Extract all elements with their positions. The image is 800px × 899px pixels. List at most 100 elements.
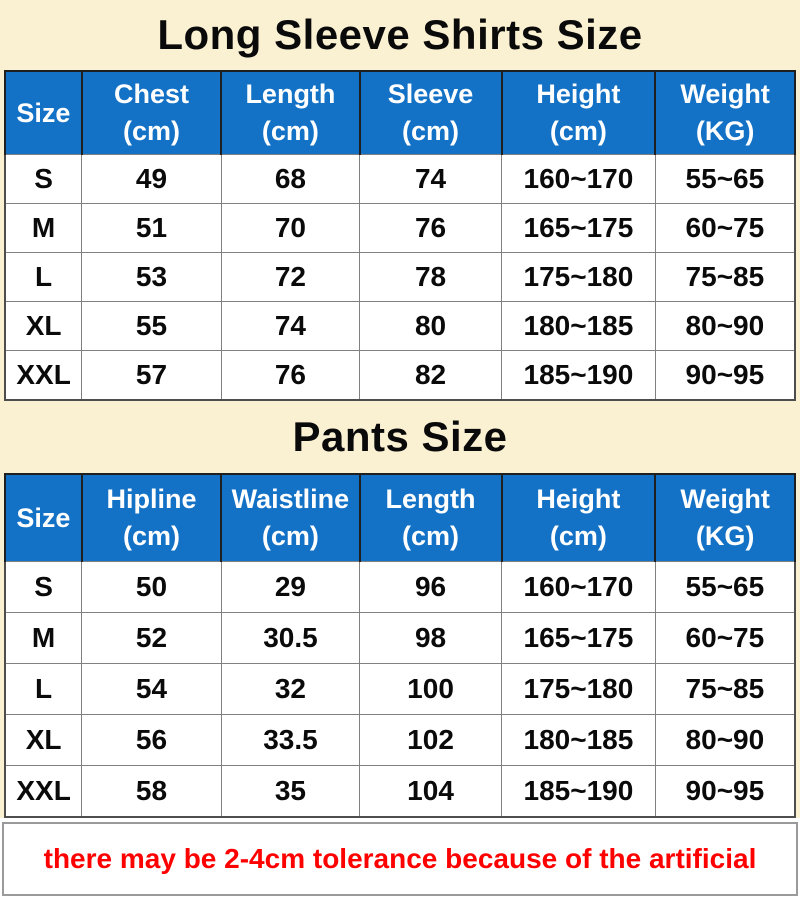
header-label: Weight (680, 484, 770, 514)
header-cell: Length (cm) (358, 473, 503, 562)
size-cell: M (4, 203, 83, 253)
value-cell: 32 (220, 663, 361, 715)
tolerance-note-text: there may be 2-4cm tolerance because of … (43, 843, 757, 874)
header-unit: (cm) (123, 521, 181, 551)
value-cell: 98 (359, 612, 503, 664)
value-cell: 76 (220, 350, 361, 401)
header-label: Waistline (231, 484, 350, 514)
value-cell: 75~85 (654, 663, 796, 715)
header-unit: (cm) (261, 116, 319, 146)
header-unit: (cm) (261, 521, 319, 551)
value-cell: 72 (220, 252, 361, 302)
header-cell: Hipline (cm) (80, 473, 223, 562)
header-unit: (cm) (402, 521, 460, 551)
size-cell: XXL (4, 350, 83, 401)
value-cell: 75~85 (654, 252, 796, 302)
value-cell: 80 (359, 301, 503, 351)
header-unit: (KG) (695, 116, 755, 146)
value-cell: 74 (359, 154, 503, 204)
table-row: M 52 30.5 98 165~175 60~75 (4, 612, 796, 664)
header-label: Length (245, 79, 336, 109)
value-cell: 60~75 (654, 203, 796, 253)
tolerance-note-area: there may be 2-4cm tolerance because of … (0, 818, 800, 899)
value-cell: 160~170 (501, 154, 656, 204)
value-cell: 50 (81, 561, 222, 613)
size-cell: L (4, 252, 83, 302)
value-cell: 60~75 (654, 612, 796, 664)
header-cell: Waistline (cm) (220, 473, 361, 562)
value-cell: 52 (81, 612, 222, 664)
value-cell: 82 (359, 350, 503, 401)
value-cell: 55 (81, 301, 222, 351)
size-cell: S (4, 561, 83, 613)
value-cell: 100 (359, 663, 503, 715)
value-cell: 53 (81, 252, 222, 302)
header-label: Hipline (106, 484, 197, 514)
header-cell: Height (cm) (500, 473, 657, 562)
value-cell: 185~190 (501, 350, 656, 401)
value-cell: 180~185 (501, 301, 656, 351)
value-cell: 70 (220, 203, 361, 253)
value-cell: 90~95 (654, 350, 796, 401)
value-cell: 58 (81, 765, 222, 818)
header-cell: Weight (KG) (654, 473, 796, 562)
table-row: L 54 32 100 175~180 75~85 (4, 663, 796, 715)
size-cell: XL (4, 301, 83, 351)
value-cell: 54 (81, 663, 222, 715)
value-cell: 57 (81, 350, 222, 401)
size-table-section-1: Pants Size Size Hipline (cm) Waistline (cm) L… (0, 401, 800, 818)
size-table: Size Chest (cm) Length (cm) Sleeve (cm) Height (… (4, 70, 796, 401)
header-row: Size Chest (cm) Length (cm) Sleeve (cm) Height (… (4, 70, 796, 155)
header-label: Height (536, 484, 621, 514)
header-label: Chest (114, 79, 190, 109)
table-row: M 51 70 76 165~175 60~75 (4, 203, 796, 253)
header-label: Size (16, 97, 71, 128)
header-cell: Chest (cm) (80, 70, 223, 155)
value-cell: 76 (359, 203, 503, 253)
value-cell: 160~170 (501, 561, 656, 613)
tolerance-note-box: there may be 2-4cm tolerance because of … (2, 822, 798, 896)
table-row: XL 56 33.5 102 180~185 80~90 (4, 714, 796, 766)
section-title: Long Sleeve Shirts Size (157, 11, 643, 58)
table-row: S 50 29 96 160~170 55~65 (4, 561, 796, 613)
value-cell: 78 (359, 252, 503, 302)
table-body: S 50 29 96 160~170 55~65 M 52 30.5 98 165~175 60~75… (4, 561, 796, 818)
header-unit: (cm) (549, 116, 607, 146)
value-cell: 30.5 (220, 612, 361, 664)
header-label: Height (536, 79, 621, 109)
header-row: Size Hipline (cm) Waistline (cm) Length (cm) He… (4, 473, 796, 562)
header-cell: Size (4, 70, 83, 155)
header-cell: Height (cm) (500, 70, 657, 155)
size-cell: S (4, 154, 83, 204)
size-cell: L (4, 663, 83, 715)
header-unit: (cm) (549, 521, 607, 551)
value-cell: 51 (81, 203, 222, 253)
table-row: L 53 72 78 175~180 75~85 (4, 252, 796, 302)
size-cell: XL (4, 714, 83, 766)
table-row: S 49 68 74 160~170 55~65 (4, 154, 796, 204)
value-cell: 175~180 (501, 663, 656, 715)
size-tables-container: Long Sleeve Shirts Size Size Chest (cm) Len… (0, 11, 800, 818)
value-cell: 185~190 (501, 765, 656, 818)
value-cell: 165~175 (501, 203, 656, 253)
value-cell: 33.5 (220, 714, 361, 766)
header-label: Size (16, 502, 71, 533)
value-cell: 175~180 (501, 252, 656, 302)
section-title: Pants Size (292, 413, 508, 460)
value-cell: 80~90 (654, 714, 796, 766)
size-cell: M (4, 612, 83, 664)
value-cell: 55~65 (654, 561, 796, 613)
value-cell: 68 (220, 154, 361, 204)
value-cell: 55~65 (654, 154, 796, 204)
value-cell: 180~185 (501, 714, 656, 766)
value-cell: 165~175 (501, 612, 656, 664)
table-row: XL 55 74 80 180~185 80~90 (4, 301, 796, 351)
header-cell: Weight (KG) (654, 70, 796, 155)
header-label: Sleeve (387, 79, 474, 109)
header-cell: Sleeve (cm) (358, 70, 503, 155)
table-row: XXL 57 76 82 185~190 90~95 (4, 350, 796, 401)
value-cell: 90~95 (654, 765, 796, 818)
size-cell: XXL (4, 765, 83, 818)
value-cell: 35 (220, 765, 361, 818)
header-label: Weight (680, 79, 770, 109)
